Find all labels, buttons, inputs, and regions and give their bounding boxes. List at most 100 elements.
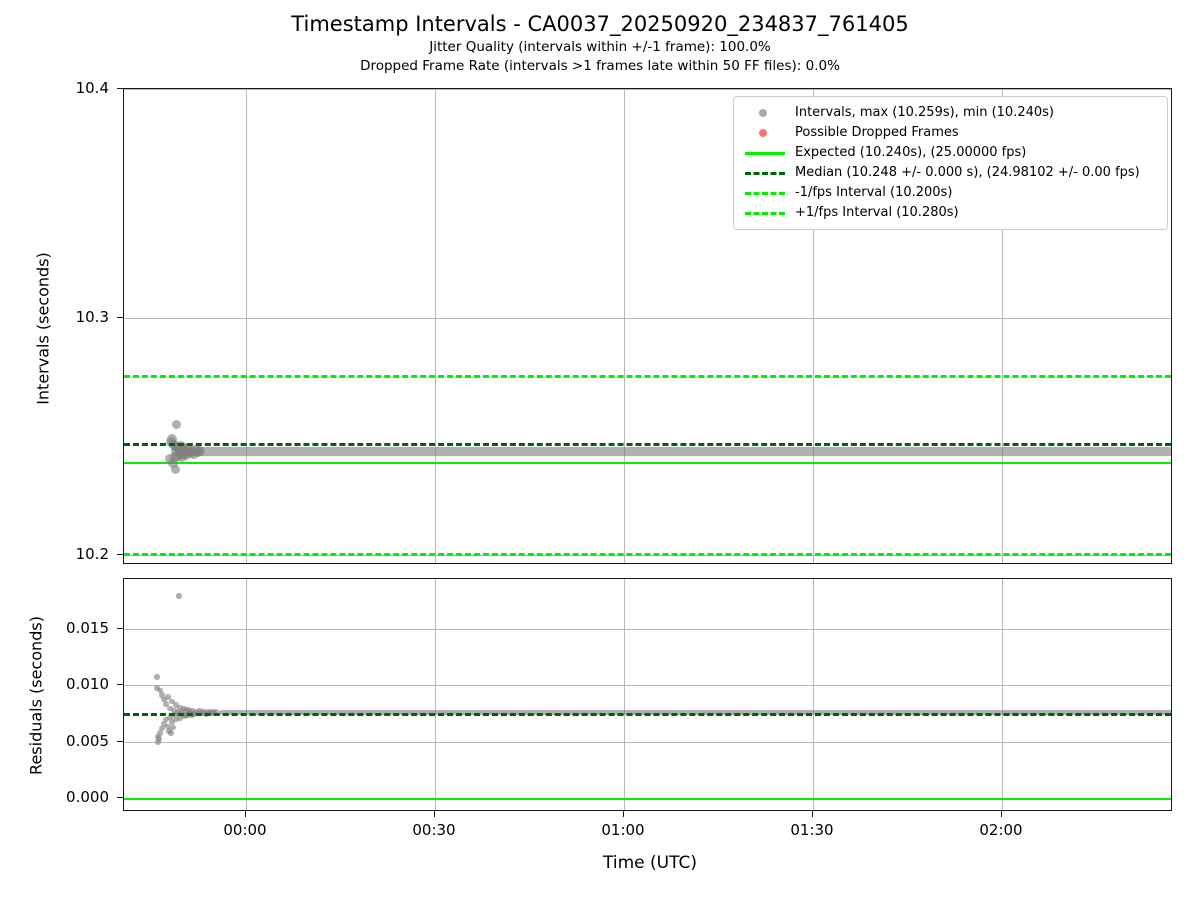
scatter-point <box>154 674 160 680</box>
scatter-point <box>173 702 179 708</box>
scatter-point <box>155 739 161 745</box>
ylabel-residuals: Residuals (seconds) <box>26 616 46 775</box>
red-dot-icon <box>742 123 788 143</box>
solid-green-line-icon <box>742 143 788 163</box>
legend-label-minus-one-fps: -1/fps Interval (10.200s) <box>795 185 953 200</box>
scatter-point <box>171 420 181 430</box>
ylabel-intervals: Intervals (seconds) <box>33 252 53 405</box>
gridline-x-0200-res <box>1002 579 1003 810</box>
xlabel-time-utc: Time (UTC) <box>603 853 697 873</box>
residuals-plot-axes <box>123 578 1172 811</box>
legend-label-expected: Expected (10.240s), (25.00000 fps) <box>795 145 1027 160</box>
dashed-green-line-icon-minus <box>742 183 788 203</box>
scatter-point <box>159 725 165 732</box>
gridline-y-10p4 <box>124 89 1171 90</box>
gridline-x-0000 <box>246 89 247 563</box>
xtick-label-4: 02:00 <box>979 821 1023 839</box>
dashed-darkgreen-line-icon <box>742 163 788 183</box>
tickmark-top-10p2 <box>117 554 123 556</box>
ytick-label-bot-3: 0.000 <box>66 788 109 806</box>
scatter-point <box>169 698 175 705</box>
gridline-x-0030 <box>435 89 436 563</box>
scatter-point <box>169 719 175 725</box>
ytick-label-top-0: 10.4 <box>75 79 109 97</box>
grey-dot-icon <box>742 103 788 123</box>
tickmark-x-0200 <box>1001 811 1003 817</box>
tickmark-bot-0p015 <box>117 628 123 630</box>
legend-label-intervals: Intervals, max (10.259s), min (10.240s) <box>795 105 1054 120</box>
tickmark-x-0130 <box>812 811 814 817</box>
scatter-point <box>163 716 169 723</box>
expected-interval-line <box>124 462 1171 464</box>
legend-label-dropped-frames: Possible Dropped Frames <box>795 125 959 140</box>
legend-item-intervals: Intervals, max (10.259s), min (10.240s) <box>742 103 1159 123</box>
tickmark-bot-0p005 <box>117 741 123 743</box>
tickmark-top-10p3 <box>117 317 123 319</box>
gridline-x-0200 <box>1002 89 1003 563</box>
scatter-band <box>219 710 1171 716</box>
dashed-green-line-icon-plus <box>742 203 788 223</box>
xtick-label-3: 01:30 <box>790 821 834 839</box>
scatter-point <box>213 709 219 715</box>
scatter-point <box>181 713 187 720</box>
scatter-point <box>157 687 163 694</box>
scatter-point <box>165 454 175 465</box>
scatter-point <box>183 707 189 714</box>
scatter-point <box>159 692 165 698</box>
gridline-x-0000-res <box>246 579 247 810</box>
scatter-point <box>173 716 179 723</box>
scatter-point <box>166 437 176 448</box>
plus-one-fps-interval-line <box>124 375 1171 378</box>
scatter-point <box>175 709 181 715</box>
scatter-point <box>161 721 167 727</box>
scatter-point <box>157 730 163 736</box>
ytick-label-bot-2: 0.005 <box>66 732 109 750</box>
title-block: Timestamp Intervals - CA0037_20250920_23… <box>0 10 1200 76</box>
scatter-point <box>176 593 182 599</box>
xtick-label-2: 01:00 <box>601 821 645 839</box>
gridline-x-0100-res <box>624 579 625 810</box>
scatter-point <box>167 705 173 712</box>
scatter-point <box>154 685 160 691</box>
scatter-point <box>167 714 173 721</box>
ytick-label-bot-1: 0.010 <box>66 675 109 693</box>
tickmark-top-10p4 <box>117 88 123 90</box>
tickmark-x-0000 <box>245 811 247 817</box>
median-line-top <box>124 443 1171 446</box>
scatter-point <box>195 445 205 456</box>
legend-item-plus-one-fps: +1/fps Interval (10.280s) <box>742 203 1159 223</box>
legend-item-median: Median (10.248 +/- 0.000 s), (24.98102 +… <box>742 163 1159 183</box>
scatter-point <box>156 736 162 742</box>
chart-subtitle-dropped: Dropped Frame Rate (intervals >1 frames … <box>360 58 840 74</box>
xtick-label-1: 00:30 <box>412 821 456 839</box>
scatter-point <box>163 701 169 707</box>
zero-residual-line <box>124 798 1171 800</box>
gridline-y-10p3 <box>124 318 1171 319</box>
scatter-point <box>177 704 183 711</box>
chart-subtitle-jitter: Jitter Quality (intervals within +/-1 fr… <box>429 39 771 55</box>
tickmark-x-0030 <box>434 811 436 817</box>
legend-label-median: Median (10.248 +/- 0.000 s), (24.98102 +… <box>795 165 1140 180</box>
legend-item-dropped-frames: Possible Dropped Frames <box>742 123 1159 143</box>
ytick-label-top-1: 10.3 <box>75 308 109 326</box>
scatter-point <box>161 696 167 703</box>
tickmark-x-0100 <box>623 811 625 817</box>
scatter-point <box>165 694 171 700</box>
legend-box: Intervals, max (10.259s), min (10.240s) … <box>733 96 1168 230</box>
scatter-point <box>168 730 174 736</box>
chart-title: Timestamp Intervals - CA0037_20250920_23… <box>291 12 909 36</box>
gridline-y-0p010 <box>124 685 1171 686</box>
minus-one-fps-interval-line <box>124 553 1171 556</box>
ytick-label-bot-0: 0.015 <box>66 619 109 637</box>
scatter-point <box>170 465 180 475</box>
median-line-bottom <box>124 713 1171 716</box>
ytick-label-top-2: 10.2 <box>75 545 109 563</box>
gridline-x-0130 <box>813 89 814 563</box>
tickmark-bot-0p000 <box>117 797 123 799</box>
gridline-x-0030-res <box>435 579 436 810</box>
tickmark-bot-0p010 <box>117 684 123 686</box>
legend-item-expected: Expected (10.240s), (25.00000 fps) <box>742 143 1159 163</box>
scatter-point <box>171 707 177 714</box>
gridline-x-0130-res <box>813 579 814 810</box>
